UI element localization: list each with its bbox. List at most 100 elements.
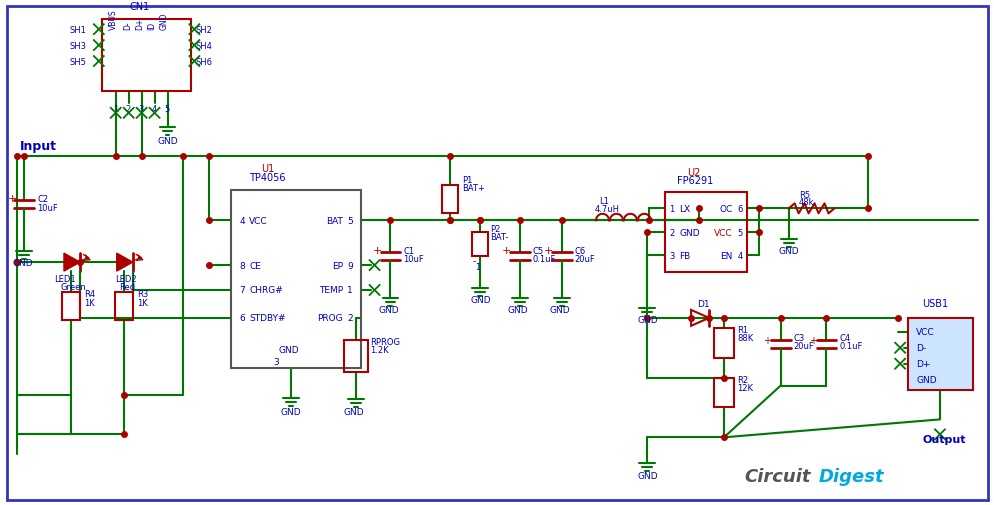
Text: +: + (544, 245, 553, 256)
Text: 7: 7 (239, 286, 245, 295)
Text: 88K: 88K (737, 334, 752, 342)
Text: C1: C1 (403, 246, 414, 255)
Bar (714, 328, 734, 358)
Text: 1.2K: 1.2K (370, 345, 389, 355)
Text: D1: D1 (697, 300, 709, 309)
Text: 1K: 1K (83, 299, 94, 308)
Polygon shape (116, 254, 132, 272)
Text: GND: GND (508, 306, 528, 315)
Text: GND: GND (378, 306, 399, 315)
Bar (101, 20, 191, 92)
Text: TEMP: TEMP (318, 286, 342, 295)
Text: STDBY#: STDBY# (248, 314, 285, 323)
Text: 12K: 12K (737, 383, 752, 392)
Text: +: + (808, 335, 816, 345)
Text: SH1: SH1 (70, 26, 86, 35)
Bar (231, 191, 360, 368)
Text: R3: R3 (136, 290, 148, 299)
Text: 4: 4 (239, 216, 245, 225)
Text: 3: 3 (669, 251, 674, 260)
Text: +: + (762, 335, 770, 345)
Text: D+: D+ (135, 18, 144, 30)
Text: 6: 6 (239, 314, 245, 323)
Text: EN: EN (720, 251, 733, 260)
Text: P2: P2 (489, 224, 500, 233)
Text: 2: 2 (347, 314, 352, 323)
Text: 5: 5 (737, 228, 743, 237)
Text: 3: 3 (272, 358, 278, 367)
Bar (343, 340, 367, 372)
Text: GND: GND (278, 345, 299, 355)
Text: 3: 3 (138, 105, 144, 114)
Text: SH4: SH4 (195, 41, 212, 51)
Text: 10uF: 10uF (403, 254, 423, 263)
Text: 1K: 1K (136, 299, 147, 308)
Text: GND: GND (637, 316, 657, 325)
Text: SH2: SH2 (195, 26, 212, 35)
Text: 4: 4 (151, 105, 157, 114)
Text: GND: GND (469, 296, 490, 305)
Bar (714, 378, 734, 408)
Text: P1: P1 (461, 176, 472, 185)
Text: 48k: 48k (798, 197, 813, 207)
Text: +: + (8, 194, 18, 204)
Text: CE: CE (248, 261, 260, 270)
Polygon shape (64, 254, 80, 272)
Text: TP4056: TP4056 (248, 173, 285, 183)
Text: +: + (502, 245, 511, 256)
Text: USB1: USB1 (921, 298, 947, 308)
Text: U1: U1 (260, 163, 274, 173)
Text: GND: GND (157, 137, 178, 146)
Text: SH6: SH6 (195, 58, 212, 66)
Text: 2: 2 (125, 105, 131, 114)
Bar (665, 193, 746, 273)
Text: LX: LX (679, 205, 690, 214)
Text: BAT+: BAT+ (461, 184, 484, 192)
Text: R1: R1 (737, 326, 747, 335)
Text: Digest: Digest (818, 467, 884, 485)
Text: Green: Green (61, 282, 86, 291)
Text: GND: GND (778, 246, 798, 255)
Bar (441, 186, 457, 214)
Text: VBUS: VBUS (109, 10, 118, 30)
Text: U2: U2 (687, 167, 700, 177)
Text: GND: GND (280, 407, 301, 416)
Text: 2: 2 (669, 228, 674, 237)
Text: BAT-: BAT- (489, 232, 508, 241)
Text: R5: R5 (798, 190, 809, 199)
Text: CN1: CN1 (129, 2, 150, 12)
Text: 8: 8 (239, 261, 245, 270)
Text: Circuit: Circuit (744, 467, 809, 485)
Text: VCC: VCC (714, 228, 733, 237)
Text: 4.7uH: 4.7uH (594, 205, 619, 214)
Text: CHRG#: CHRG# (248, 286, 282, 295)
Text: 4: 4 (737, 251, 743, 260)
Text: R2: R2 (737, 375, 747, 384)
Text: 20uF: 20uF (575, 254, 594, 263)
Text: 1: 1 (669, 205, 674, 214)
Text: D+: D+ (915, 360, 929, 369)
Text: RPROG: RPROG (370, 337, 401, 346)
Text: BAT: BAT (325, 216, 342, 225)
Text: 0.1uF: 0.1uF (839, 341, 862, 350)
Text: ID: ID (147, 22, 156, 30)
Bar (62, 292, 80, 320)
Text: VCC: VCC (248, 216, 267, 225)
Text: GND: GND (915, 375, 935, 384)
Text: Input: Input (20, 140, 57, 153)
Bar (114, 292, 132, 320)
Text: LED1: LED1 (54, 275, 76, 283)
Text: GND: GND (679, 228, 699, 237)
Text: C5: C5 (533, 246, 544, 255)
Text: SH5: SH5 (70, 58, 86, 66)
Text: Red: Red (118, 282, 135, 291)
Text: L1: L1 (599, 196, 608, 206)
Text: GND: GND (550, 306, 570, 315)
Text: GND: GND (637, 471, 657, 480)
Text: FP6291: FP6291 (677, 176, 713, 186)
Text: FB: FB (679, 251, 690, 260)
Text: GND: GND (12, 258, 33, 267)
Text: GND: GND (160, 13, 169, 30)
Text: LED2: LED2 (114, 275, 136, 283)
Text: 20uF: 20uF (793, 341, 813, 350)
